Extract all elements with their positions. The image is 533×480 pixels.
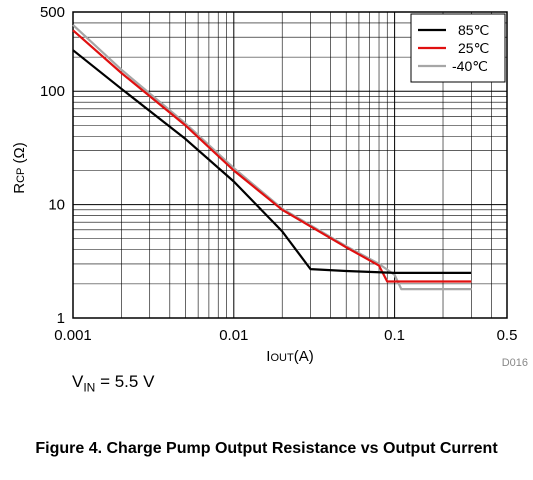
legend-label-minus40c: -40℃ xyxy=(452,58,488,74)
figure-caption: Figure 4. Charge Pump Output Resistance … xyxy=(35,440,498,457)
chart: 0.001 0.01 0.1 0.5 1 10 100 500 IOUT(A) RCP (Ω… xyxy=(11,4,528,369)
legend-label-85c: 85℃ xyxy=(458,22,489,38)
x-tick-label: 0.001 xyxy=(54,327,92,344)
series-line-85c xyxy=(72,49,472,274)
series-line-25c xyxy=(72,29,472,283)
legend: 85℃ 25℃ -40℃ xyxy=(410,13,506,83)
x-tick-label: 0.01 xyxy=(219,327,248,344)
y-tick-label: 10 xyxy=(48,197,65,214)
y-tick-label: 1 xyxy=(57,310,65,327)
x-axis-label: IOUT(A) xyxy=(266,348,313,365)
legend-label-25c: 25℃ xyxy=(458,40,489,56)
condition-label: VIN = 5.5 V xyxy=(72,372,155,395)
x-tick-label: 0.1 xyxy=(384,327,405,344)
plot-frame xyxy=(72,11,508,319)
y-tick-labels: 1 10 100 500 xyxy=(40,4,65,327)
x-tick-labels: 0.001 0.01 0.1 0.5 xyxy=(54,327,517,344)
figure-id: D016 xyxy=(502,357,528,369)
y-axis-label: RCP (Ω) xyxy=(11,142,28,194)
x-tick-label: 0.5 xyxy=(497,327,518,344)
series-lines xyxy=(72,24,472,291)
grid xyxy=(73,12,507,318)
y-tick-label: 100 xyxy=(40,83,65,100)
y-tick-label: 500 xyxy=(40,4,65,21)
